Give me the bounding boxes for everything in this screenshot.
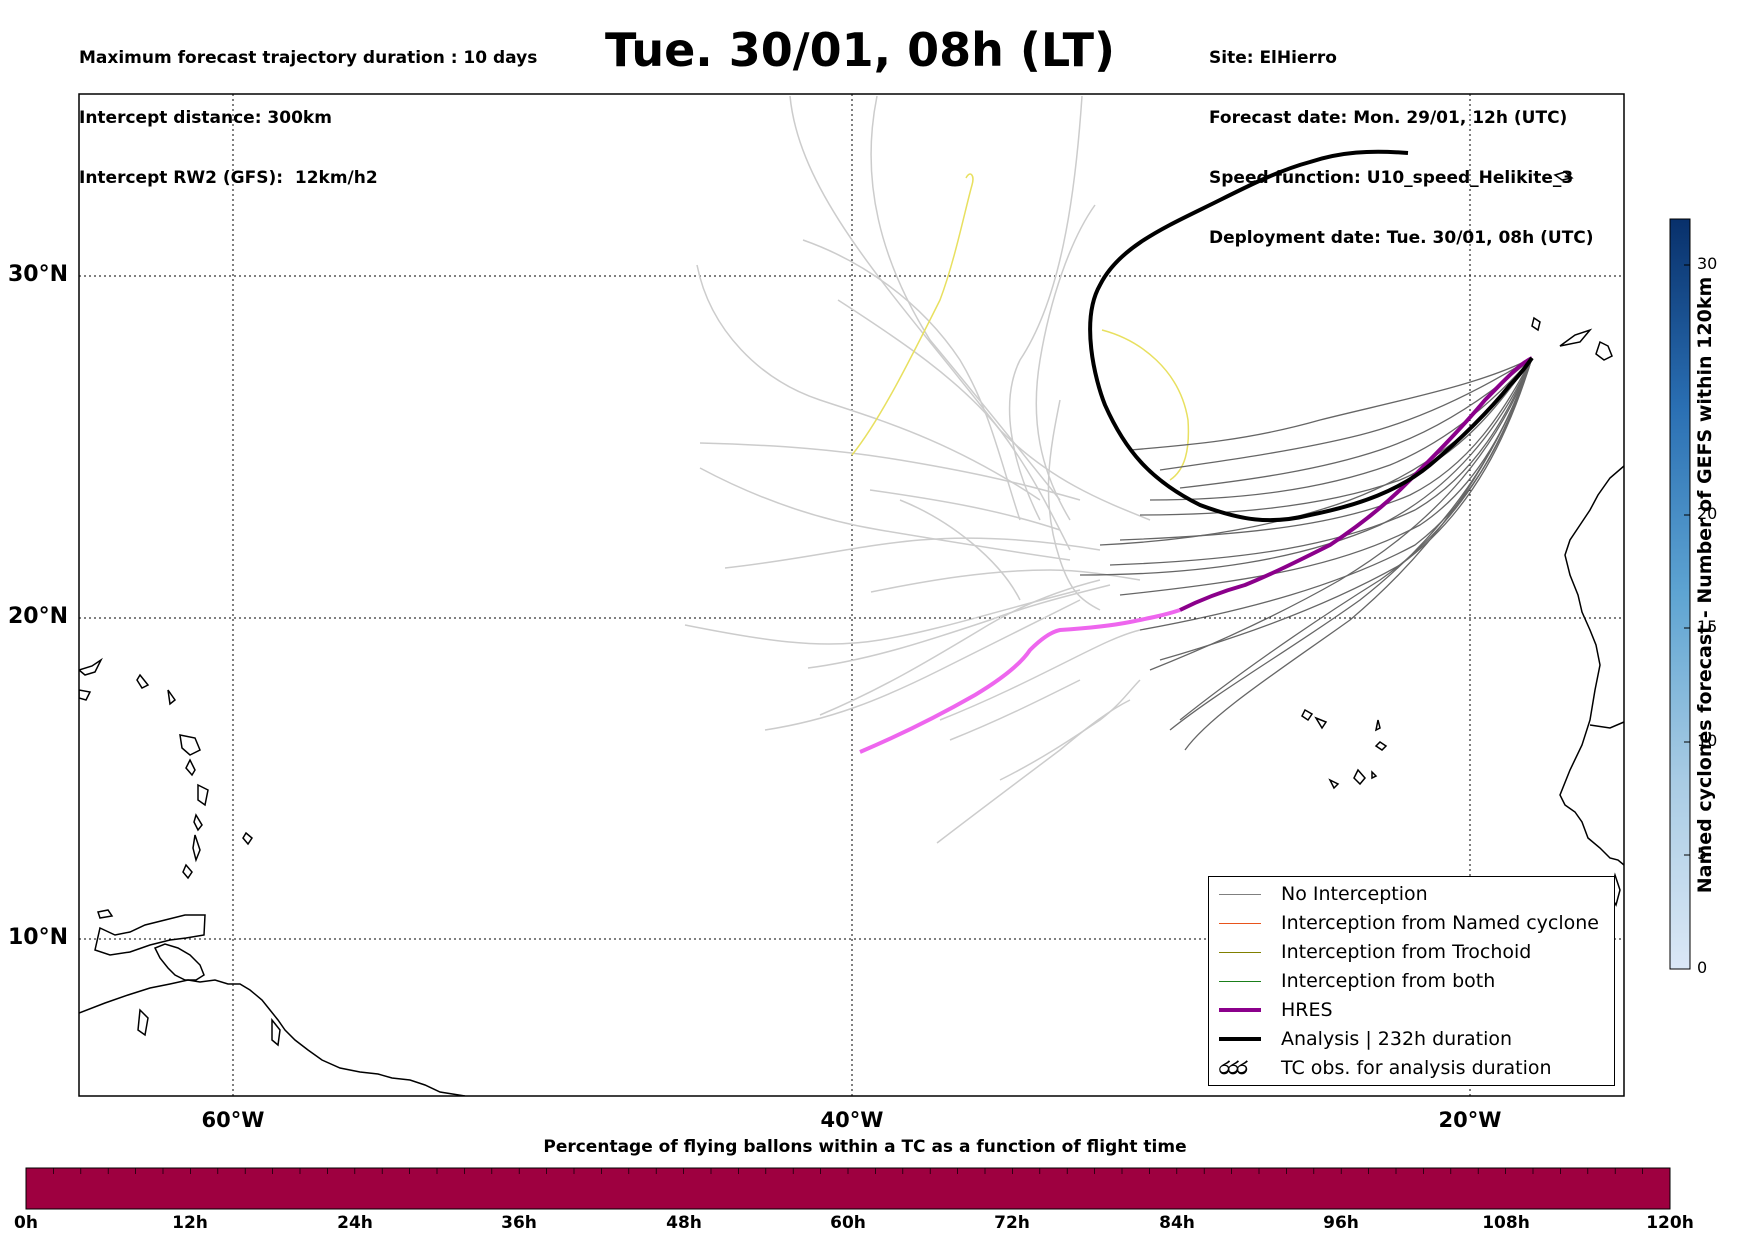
bottom-bar-tick: 108h <box>1482 1213 1530 1233</box>
legend-label: Interception from both <box>1281 970 1496 992</box>
legend-label: Analysis | 232h duration <box>1281 1028 1513 1050</box>
legend-item-trochoid: Interception from Trochoid <box>1219 938 1531 966</box>
map-frame <box>78 93 1625 1097</box>
bottom-bar-tick: 48h <box>666 1213 702 1233</box>
info-intercept-rw2: Intercept RW2 (GFS): 12km/h2 <box>79 168 378 188</box>
bottom-bar-tick: 72h <box>994 1213 1030 1233</box>
legend: No Interception Interception from Named … <box>1208 876 1615 1086</box>
legend-line-icon <box>1219 1037 1261 1041</box>
colorbar-tick-label: 0 <box>1697 958 1708 977</box>
bottom-bar-tick: 60h <box>830 1213 866 1233</box>
bottom-bar <box>25 1167 1671 1210</box>
bottom-bar-tick: 96h <box>1323 1213 1359 1233</box>
coastlines <box>79 171 1624 1096</box>
ensemble-tracks-near <box>1079 357 1533 751</box>
legend-label: Interception from Named cyclone <box>1281 912 1599 934</box>
bottom-bar-tick: 0h <box>14 1213 38 1233</box>
lon-label-20w: 20°W <box>1438 1108 1502 1132</box>
info-right: Site: ElHierro Forecast date: Mon. 29/01… <box>1209 8 1594 268</box>
legend-item-both: Interception from both <box>1219 967 1495 995</box>
colorbar-title: Named cyclones forecast - Number of GEFS… <box>1694 276 1716 894</box>
legend-item-hres: HRES <box>1219 996 1333 1024</box>
bottom-bar-tick: 36h <box>501 1213 537 1233</box>
legend-label: TC obs. for analysis duration <box>1281 1057 1552 1079</box>
lon-label-60w: 60°W <box>201 1108 265 1132</box>
info-speed-function: Speed function: U10_speed_Helikite_3 <box>1209 168 1574 188</box>
colorbar-tick-label: 30 <box>1697 254 1718 273</box>
bottom-bar-tick: 24h <box>337 1213 373 1233</box>
bottom-bar-title: Percentage of flying ballons within a TC… <box>543 1137 1187 1157</box>
legend-line-icon <box>1219 951 1261 953</box>
hres-track-early <box>859 608 1181 754</box>
lon-label-40w: 40°W <box>820 1108 884 1132</box>
yellow-tracks <box>851 173 1190 481</box>
info-max-duration: Maximum forecast trajectory duration : 1… <box>79 48 538 68</box>
page-title: Tue. 30/01, 08h (LT) <box>605 23 1115 77</box>
legend-line-icon <box>1219 1008 1261 1012</box>
bottom-bar-tick: 12h <box>172 1213 208 1233</box>
colorbar-vertical <box>1669 218 1691 970</box>
legend-label: No Interception <box>1281 883 1428 905</box>
info-left: Maximum forecast trajectory duration : 1… <box>79 8 537 208</box>
colorbar-tick-label: 20 <box>1697 504 1718 523</box>
lat-label-30n: 30°N <box>8 262 69 287</box>
colorbar-ticks <box>1684 264 1690 970</box>
lat-label-20n: 20°N <box>8 604 69 629</box>
info-intercept-distance: Intercept distance: 300km <box>79 108 332 128</box>
colorbar-tick-label: 15 <box>1697 617 1718 636</box>
legend-label: Interception from Trochoid <box>1281 941 1532 963</box>
bottom-bar-tick: 120h <box>1646 1213 1694 1233</box>
legend-item-analysis: Analysis | 232h duration <box>1219 1025 1512 1053</box>
legend-line-icon <box>1219 893 1261 895</box>
legend-line-icon <box>1219 922 1261 924</box>
info-forecast-date: Forecast date: Mon. 29/01, 12h (UTC) <box>1209 108 1568 128</box>
legend-item-tc-obs: රරර TC obs. for analysis duration <box>1219 1054 1552 1082</box>
info-deployment-date: Deployment date: Tue. 30/01, 08h (UTC) <box>1209 228 1594 248</box>
legend-line-icon <box>1219 980 1261 982</box>
cyclone-symbol-icon: රරර <box>1219 1057 1248 1079</box>
hres-track <box>1179 356 1533 612</box>
analysis-track <box>1088 149 1534 523</box>
bottom-bar-tick: 84h <box>1159 1213 1195 1233</box>
legend-label: HRES <box>1281 999 1333 1021</box>
colorbar-tick-label: 5 <box>1697 844 1708 863</box>
info-site: Site: ElHierro <box>1209 48 1337 68</box>
ensemble-tracks-far <box>684 95 1151 844</box>
legend-item-no-interception: No Interception <box>1219 880 1428 908</box>
lat-label-10n: 10°N <box>8 925 69 950</box>
colorbar-tick-label: 10 <box>1697 731 1718 750</box>
legend-item-named-cyclone: Interception from Named cyclone <box>1219 909 1599 937</box>
